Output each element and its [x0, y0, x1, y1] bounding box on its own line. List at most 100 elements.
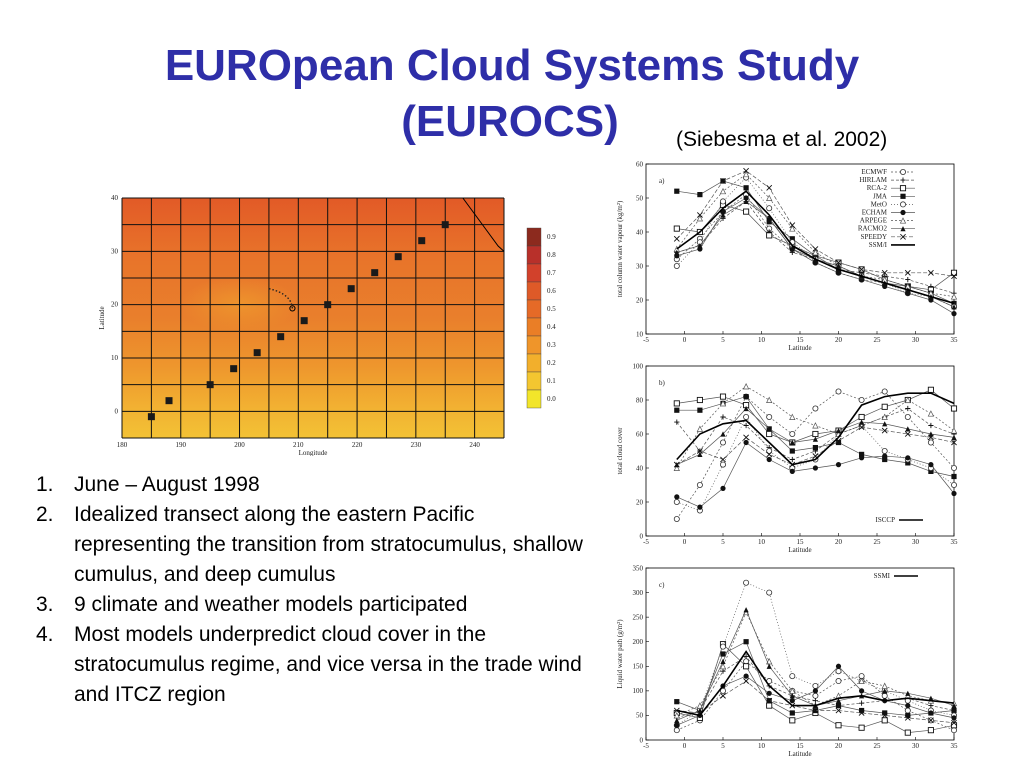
transect-point [230, 365, 238, 373]
data-point [719, 662, 727, 670]
data-point [720, 643, 727, 650]
transect-point [441, 221, 449, 229]
data-point [674, 494, 680, 500]
data-point [766, 663, 772, 669]
data-point [789, 710, 795, 716]
data-point [858, 413, 865, 421]
data-point [743, 167, 750, 174]
data-point [766, 451, 773, 458]
colorbar-swatch [526, 299, 542, 319]
data-point [812, 692, 819, 699]
data-point [742, 383, 750, 390]
data-point [835, 703, 842, 709]
transect-point [347, 285, 355, 293]
data-point [899, 185, 907, 192]
data-point [951, 707, 957, 714]
slide-title-line2: (EUROCS) [401, 97, 619, 146]
data-point [951, 311, 957, 317]
data-point [719, 187, 727, 195]
x-tick-label: 0 [683, 336, 687, 344]
data-point [789, 439, 795, 446]
data-point [859, 451, 865, 457]
list-item: 3. 9 climate and weather models participa… [36, 590, 596, 620]
data-point [899, 217, 907, 224]
data-point [927, 439, 934, 446]
data-point [812, 465, 818, 471]
data-point [928, 468, 934, 474]
data-point [743, 639, 749, 645]
x-tick-label: -5 [643, 538, 649, 546]
data-point [881, 403, 888, 410]
data-point [696, 215, 704, 222]
data-point [674, 717, 680, 723]
data-point [881, 269, 888, 276]
x-tick-label: 20 [835, 336, 843, 344]
legend-label: HIRLAM [859, 176, 887, 184]
x-axis-label: Latitude [788, 344, 811, 352]
colorbar-label: 0.15 [547, 377, 556, 385]
data-point [900, 193, 906, 199]
data-point [812, 246, 819, 252]
chart-liquid-water-path: -5 0 5 10 15 20 25 30 35050100150200250300350Lat… [616, 564, 958, 758]
data-point [789, 693, 795, 699]
data-point [858, 710, 865, 716]
data-point [881, 413, 888, 420]
data-point [812, 249, 819, 256]
data-point [904, 396, 911, 403]
data-point [766, 589, 773, 596]
data-point [904, 431, 911, 437]
data-point [950, 427, 958, 434]
data-point [859, 455, 865, 461]
y-tick-label: 0 [640, 736, 644, 744]
colorbar-swatch [526, 245, 542, 265]
data-point [900, 209, 906, 216]
data-point [905, 405, 911, 412]
colorbar-label: 0.65 [547, 287, 556, 295]
slide-title-line1: EUROpean Cloud Systems Study [164, 41, 860, 90]
map-y-tick: 10 [111, 354, 119, 362]
data-point [766, 426, 772, 432]
transect-point [165, 397, 173, 405]
x-tick-label: 25 [874, 742, 882, 750]
data-point [719, 400, 727, 407]
data-point [674, 722, 680, 728]
legend-label: ISCCP [876, 516, 896, 524]
data-point [789, 246, 795, 252]
data-point [882, 421, 888, 427]
list-item: 4. Most models underpredict cloud cover i… [36, 620, 596, 710]
data-point [882, 710, 888, 716]
data-point [720, 439, 727, 446]
list-text: Most models underpredict cloud cover in … [74, 623, 582, 706]
series-line [676, 190, 955, 305]
map-contour [268, 287, 294, 311]
legend-label: MetO [871, 200, 887, 208]
data-point [950, 727, 957, 734]
x-axis-label: Latitude [788, 546, 811, 554]
x-tick-label: 10 [758, 336, 766, 344]
data-point [812, 682, 819, 689]
data-point [928, 710, 934, 716]
data-point [789, 698, 795, 704]
data-point [951, 473, 957, 480]
data-point [882, 688, 888, 694]
data-point [904, 707, 911, 714]
x-tick-label: 5 [721, 336, 725, 344]
data-point [766, 232, 773, 239]
data-point [674, 188, 680, 194]
data-point [928, 703, 934, 709]
map-x-tick: 220 [352, 441, 363, 449]
data-point [859, 707, 865, 714]
data-point [812, 430, 819, 438]
transect-point [147, 413, 155, 421]
data-point [789, 236, 795, 242]
data-point [743, 394, 749, 400]
plot-frame [645, 365, 955, 537]
data-point [881, 712, 888, 719]
data-point [881, 692, 888, 699]
data-point [835, 698, 842, 704]
data-point [858, 397, 865, 404]
data-point [673, 225, 680, 232]
map-x-tick: 180 [117, 441, 128, 449]
y-tick-label: 40 [636, 228, 644, 236]
x-tick-label: 20 [835, 742, 843, 750]
